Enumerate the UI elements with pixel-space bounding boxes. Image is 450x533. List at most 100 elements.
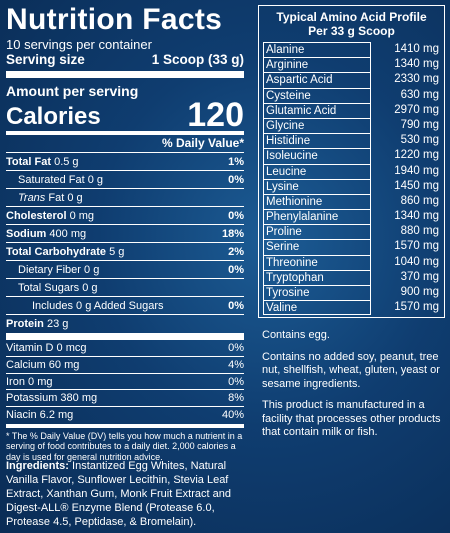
nutrient-label: Fat (48, 192, 65, 204)
amino-amount: 1040 mg (394, 255, 439, 268)
servings: 10 servings per container (6, 37, 152, 52)
amino-amount: 880 mg (400, 225, 439, 238)
dv-header: % Daily Value* (6, 135, 244, 153)
nutrient-row: Protein 23 g (6, 315, 244, 333)
amino-rows: Alanine 1410 mg Arginine 1340 mg Aspartic Ac… (263, 42, 440, 316)
amino-amount: 1340 mg (394, 210, 439, 223)
nutrient-dv: 0% (228, 300, 244, 312)
amino-name: Threonine (263, 254, 371, 270)
note: Contains egg. (262, 329, 330, 341)
amino-row: Lysine 1450 mg (263, 178, 440, 194)
ingredients-text: Instantized Egg Whites, Natural Vanilla … (6, 460, 231, 528)
nutrient-label: Total Carbohydrate (6, 246, 107, 258)
amino-name: Serine (263, 239, 371, 255)
amino-name: Valine (263, 300, 371, 316)
nutrient-dv: 8% (228, 392, 244, 405)
amino-title: Typical Amino Acid Profile (276, 10, 427, 24)
nutrient-label: Niacin (6, 409, 37, 422)
vitamin-row: Vitamin D 0 mcg 0% (6, 340, 244, 357)
ingredients-label: Ingredients: (6, 460, 69, 472)
amino-amount: 630 mg (400, 88, 439, 101)
nutrient-label: Dietary Fiber (18, 264, 81, 276)
amino-name: Aspartic Acid (263, 72, 371, 88)
nutrient-dv: 0% (228, 174, 244, 186)
nutrient-dv: 1% (228, 156, 244, 168)
amino-amount: 1570 mg (394, 240, 439, 253)
nutrition-panel: Nutrition Facts 10 servings per containe… (6, 0, 244, 462)
amino-row: Glycine 790 mg (263, 117, 440, 134)
amino-header: Typical Amino Acid Profile Per 33 g Scoo… (259, 6, 444, 42)
amino-name: Cysteine (263, 87, 371, 103)
nutrient-dv: 0% (228, 210, 244, 222)
vitamin-row: Iron 0 mg 0% (6, 374, 244, 391)
calories-value: 120 (187, 96, 244, 134)
nutrient-row: Dietary Fiber 0 g 0% (6, 261, 244, 279)
nutrient-label: Potassium (6, 392, 58, 405)
amino-name: Tryptophan (263, 269, 371, 285)
amino-name: Isoleucine (263, 148, 371, 164)
amino-name: Alanine (263, 42, 371, 58)
amino-row: Leucine 1940 mg (263, 163, 440, 179)
amino-amount: 1410 mg (394, 43, 439, 55)
nutrient-label: Total Fat (6, 156, 52, 168)
nutrient-dv: 0% (228, 375, 244, 388)
amino-name: Leucine (263, 163, 371, 179)
amount-per-serving: Amount per serving (6, 83, 139, 99)
amino-amount: 1940 mg (394, 164, 439, 177)
amino-amount: 370 mg (400, 270, 439, 283)
amino-amount: 790 mg (400, 118, 439, 131)
amino-amount: 1340 mg (394, 58, 439, 71)
amino-amount: 530 mg (400, 134, 439, 147)
nutrition-title: Nutrition Facts (6, 3, 223, 36)
note: Contains no added soy, peanut, tree nut,… (262, 350, 440, 390)
amino-subtitle: Per 33 g Scoop (308, 24, 395, 38)
amino-row: Histidine 530 mg (263, 133, 440, 149)
amino-table: Typical Amino Acid Profile Per 33 g Scoo… (258, 5, 445, 318)
amino-amount: 1450 mg (394, 179, 439, 192)
amino-name: Tyrosine (263, 285, 371, 301)
nutrient-amount: 5 g (109, 246, 125, 258)
vitamin-row: Potassium 380 mg 8% (6, 390, 244, 408)
amino-amount: 1570 mg (394, 301, 439, 314)
amino-row: Aspartic Acid 2330 mg (263, 72, 440, 88)
amino-name: Glycine (263, 117, 371, 134)
notes: Contains egg. Contains no added soy, pean… (262, 329, 448, 448)
amino-amount: 1220 mg (394, 149, 439, 162)
nutrient-dv: 2% (228, 246, 244, 258)
nutrient-label: Includes 0 g Added Sugars (32, 300, 164, 312)
serving-size-row: Serving size 1 Scoop (33 g) (6, 52, 244, 68)
thick-rule (6, 71, 244, 78)
nutrient-amount: 0.5 g (54, 156, 79, 168)
vitamin-row: Calcium 60 mg 4% (6, 357, 244, 374)
amino-name: Methionine (263, 193, 371, 210)
nutrient-amount: 0 mg (69, 210, 95, 222)
amino-name: Lysine (263, 178, 371, 194)
nutrient-amount: 6.2 mg (39, 409, 74, 422)
amino-name: Histidine (263, 133, 371, 149)
medium-rule (6, 423, 244, 428)
nutrient-row: Cholesterol 0 mg 0% (6, 207, 244, 225)
nutrient-label: Total Sugars (18, 282, 80, 294)
vitamin-row: Niacin 6.2 mg 40% (6, 407, 244, 424)
nutrient-amount: 60 mg (48, 358, 80, 371)
nutrient-label: Iron (6, 375, 25, 388)
nutrient-row: Total Fat 0.5 g 1% (6, 153, 244, 171)
nutrient-amount: 0 mg (28, 375, 53, 388)
nutrient-dv: 4% (228, 358, 244, 371)
amino-row: Arginine 1340 mg (263, 57, 440, 73)
amino-row: Tryptophan 370 mg (263, 269, 440, 285)
nutrient-row: Total Sugars 0 g (6, 279, 244, 297)
calories-row: Calories 120 (6, 96, 244, 134)
nutrient-label-italic: Trans (18, 192, 46, 204)
nutrient-row: Saturated Fat 0 g 0% (6, 171, 244, 189)
amino-row: Methionine 860 mg (263, 193, 440, 210)
nutrient-amount: 23 g (46, 318, 69, 330)
nutrient-label: Vitamin D (6, 342, 54, 354)
nutrient-amount: 0 g (67, 192, 83, 204)
amino-row: Glutamic Acid 2970 mg (263, 102, 440, 118)
nutrient-label: Saturated Fat (18, 174, 85, 186)
amino-amount: 2330 mg (394, 73, 439, 86)
serving-size: 1 Scoop (33 g) (151, 52, 244, 67)
amino-amount: 860 mg (400, 194, 439, 207)
